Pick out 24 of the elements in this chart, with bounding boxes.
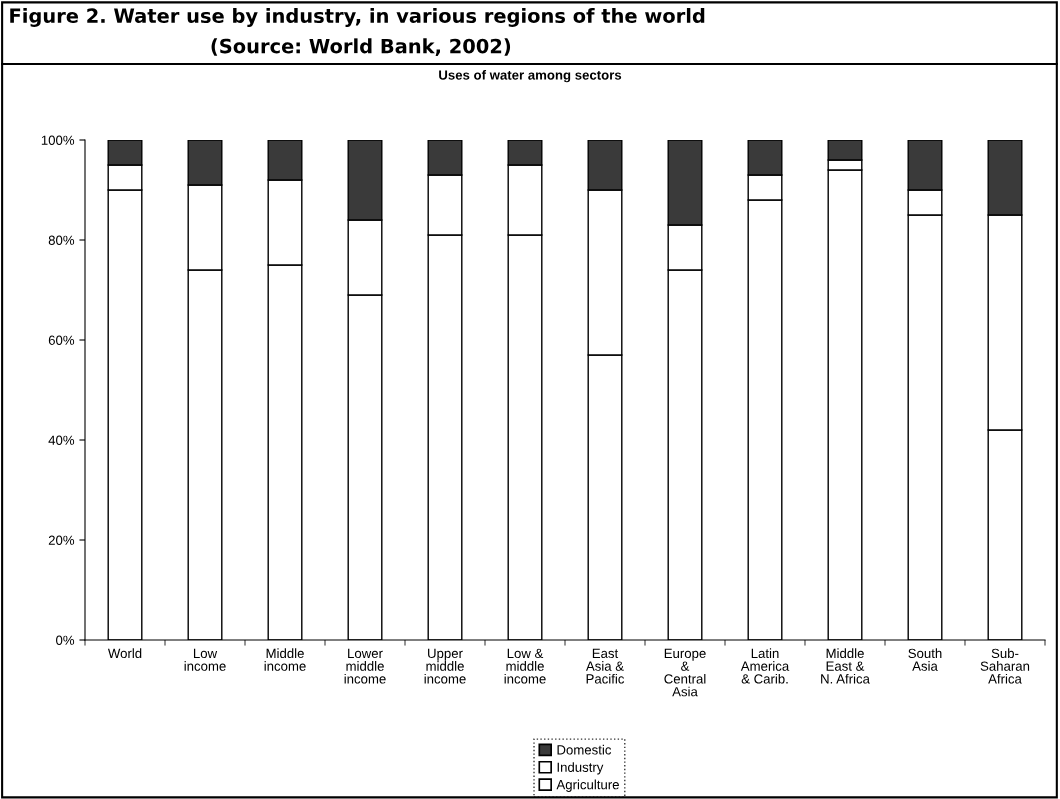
x-tick-label: South Asia (908, 648, 942, 671)
legend-label: Agriculture (556, 779, 619, 792)
x-tick-label: Low income (184, 648, 226, 671)
legend-label: Industry (557, 762, 604, 775)
chart-title: Figure 2. Water use by industry, in various regions of the world (10, 7, 705, 27)
x-tick-label: Sub- Saharan Africa (980, 648, 1030, 684)
x-tick-label: Middle income (264, 648, 306, 671)
x-tick-label: Low & middle income (504, 648, 546, 684)
y-tick-label: 60% (48, 335, 75, 345)
y-tick-label: 20% (48, 535, 75, 545)
x-tick-label: Europe & Central Asia (664, 648, 706, 697)
x-tick-label: East Asia & Pacific (585, 648, 625, 684)
x-tick-label: Lower middle income (344, 648, 386, 684)
y-tick-label: 100% (41, 135, 75, 145)
y-tick-label: 0% (56, 635, 75, 645)
x-tick-label: Upper middle income (424, 648, 466, 684)
y-tick-label: 80% (48, 235, 75, 245)
text: (Source: World Bank, 2002) (211, 38, 511, 56)
legend-label: Domestic (557, 744, 612, 755)
y-tick-label: 40% (48, 435, 75, 445)
chart-subtitle: Uses of water among sectors (439, 70, 622, 83)
x-tick-label: Latin America & Carib. (740, 648, 790, 684)
x-tick-label: World (107, 648, 142, 659)
x-tick-label: Middle East & N. Africa (821, 648, 870, 684)
